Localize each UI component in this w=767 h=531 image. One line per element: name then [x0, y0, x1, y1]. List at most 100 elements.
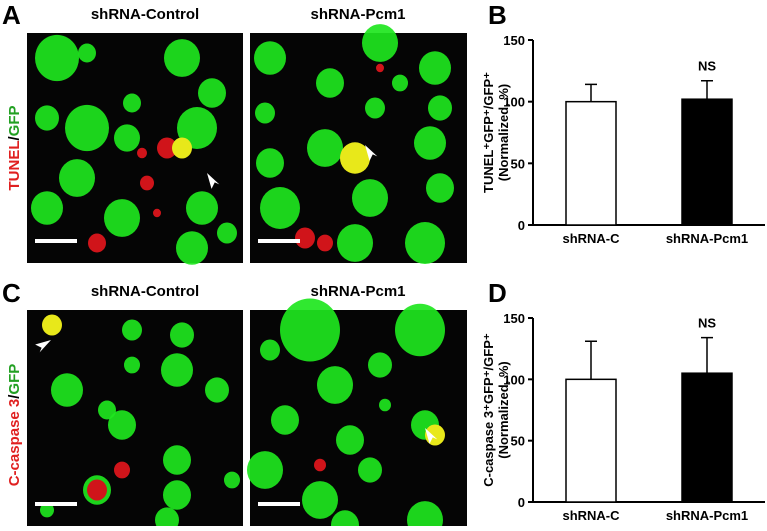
row-label-part: GFP — [6, 364, 23, 395]
cell — [65, 104, 109, 152]
cell — [340, 142, 370, 174]
cell — [336, 425, 364, 455]
arrowhead — [425, 428, 438, 444]
image-title: shRNA-Control — [91, 6, 199, 23]
arrowhead — [35, 340, 51, 353]
cell — [405, 222, 445, 264]
cell — [114, 124, 140, 152]
cell — [42, 314, 62, 336]
cell — [176, 231, 208, 265]
cell — [316, 68, 344, 98]
error-bar — [701, 79, 713, 100]
cell — [426, 173, 454, 203]
cell — [104, 199, 140, 237]
arrowhead — [365, 145, 378, 161]
cell — [137, 147, 147, 159]
cell — [224, 471, 240, 489]
cell — [379, 398, 391, 412]
cell — [198, 78, 226, 108]
arrowhead — [207, 173, 220, 189]
cell — [124, 356, 140, 374]
error-bar — [585, 340, 597, 380]
bar — [681, 98, 733, 226]
y-tick-label: 150 — [503, 311, 525, 326]
cell — [271, 405, 299, 435]
row-label-part: / — [6, 136, 23, 141]
image-title: shRNA-Pcm1 — [310, 6, 405, 23]
bar — [565, 378, 617, 503]
micrograph — [250, 24, 467, 264]
y-axis-label-line: C-caspase 3⁺GFP⁺/GFP⁺ — [481, 333, 496, 487]
cell — [254, 41, 286, 75]
y-tick-label: 150 — [503, 33, 525, 48]
panel-label: A — [2, 0, 21, 30]
cell — [59, 159, 95, 197]
cell — [87, 479, 107, 501]
cell — [255, 102, 275, 124]
cell — [419, 51, 451, 85]
cell — [31, 191, 63, 225]
cell — [217, 222, 237, 244]
cell — [260, 187, 300, 229]
panel-label: B — [488, 0, 507, 30]
cell — [280, 298, 340, 362]
cell — [172, 137, 192, 159]
x-tick-label: shRNA-C — [562, 231, 620, 246]
cell — [122, 319, 142, 341]
y-axis-label: C-caspase 3⁺GFP⁺/GFP⁺(Normalized, %) — [481, 333, 511, 487]
panel-label: D — [488, 278, 507, 308]
cell — [78, 43, 96, 63]
row-label-part: C-caspase 3 — [6, 399, 23, 487]
bar — [565, 100, 617, 226]
cell — [88, 233, 106, 253]
micrograph — [27, 33, 243, 265]
y-tick-label: 50 — [511, 434, 525, 449]
x-tick-label: shRNA-C — [562, 508, 620, 523]
cell — [395, 303, 445, 357]
image-title: shRNA-Pcm1 — [310, 283, 405, 300]
row-label-part: GFP — [6, 105, 23, 136]
x-tick-label: shRNA-Pcm1 — [666, 508, 748, 523]
cell — [247, 451, 283, 489]
row-label-part: / — [6, 394, 23, 399]
cell — [40, 502, 54, 518]
micrograph — [27, 310, 243, 531]
y-tick-label: 0 — [518, 218, 525, 233]
image-title: shRNA-Control — [91, 283, 199, 300]
cell — [392, 74, 408, 92]
cell — [317, 366, 353, 404]
cell — [157, 137, 177, 159]
error-bar — [585, 83, 597, 102]
panel-label: C — [2, 278, 21, 308]
cell — [317, 234, 333, 252]
cell — [51, 373, 83, 407]
cell — [163, 480, 191, 510]
y-tick-label: 50 — [511, 156, 525, 171]
cell — [314, 458, 326, 472]
cell — [295, 227, 315, 249]
y-axis-label-line: (Normalized, %) — [496, 84, 511, 182]
row-label: TUNEL/GFP — [6, 105, 23, 190]
cell — [114, 461, 130, 479]
cell — [358, 457, 382, 483]
image-background — [27, 310, 243, 526]
significance-label: NS — [698, 316, 716, 331]
cell — [302, 481, 338, 519]
cell — [35, 105, 59, 131]
cell — [163, 445, 191, 475]
cell — [123, 93, 141, 113]
cell — [362, 24, 398, 62]
y-tick-label: 0 — [518, 495, 525, 510]
cell — [108, 410, 136, 440]
row-label: C-caspase 3/GFP — [6, 364, 23, 487]
y-axis-label-line: (Normalized, %) — [496, 361, 511, 459]
row-label-part: TUNEL — [6, 141, 23, 191]
cell — [368, 352, 392, 378]
cell — [35, 34, 79, 82]
cell — [337, 224, 373, 262]
cell — [170, 322, 194, 348]
cell — [161, 353, 193, 387]
cell — [365, 97, 385, 119]
error-bar — [701, 336, 713, 374]
cell — [376, 63, 384, 73]
